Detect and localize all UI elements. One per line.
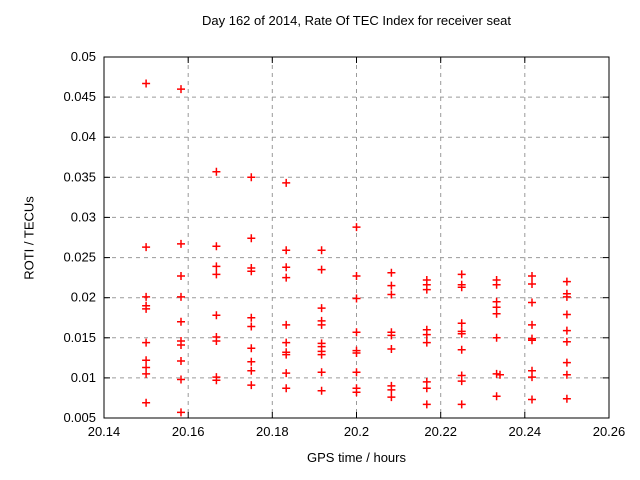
- y-tick-label: 0.005: [63, 410, 96, 425]
- y-tick-label: 0.025: [63, 250, 96, 265]
- y-tick-label: 0.035: [63, 169, 96, 184]
- x-tick-label: 20.16: [172, 424, 205, 439]
- y-tick-label: 0.02: [71, 290, 96, 305]
- x-tick-label: 20.22: [424, 424, 457, 439]
- scatter-points: [142, 79, 571, 417]
- x-axis-label: GPS time / hours: [307, 450, 406, 465]
- x-tick-label: 20.18: [256, 424, 289, 439]
- y-tick-label: 0.04: [71, 129, 96, 144]
- y-tick-label: 0.03: [71, 209, 96, 224]
- x-tick-label: 20.2: [344, 424, 369, 439]
- y-tick-label: 0.01: [71, 370, 96, 385]
- chart-title: Day 162 of 2014, Rate Of TEC Index for r…: [201, 13, 512, 28]
- y-tick-label: 0.05: [71, 49, 96, 64]
- x-tick-label: 20.24: [509, 424, 542, 439]
- y-tick-label: 0.045: [63, 89, 96, 104]
- x-tick-label: 20.14: [88, 424, 121, 439]
- x-tick-label: 20.26: [593, 424, 626, 439]
- y-tick-label: 0.015: [63, 330, 96, 345]
